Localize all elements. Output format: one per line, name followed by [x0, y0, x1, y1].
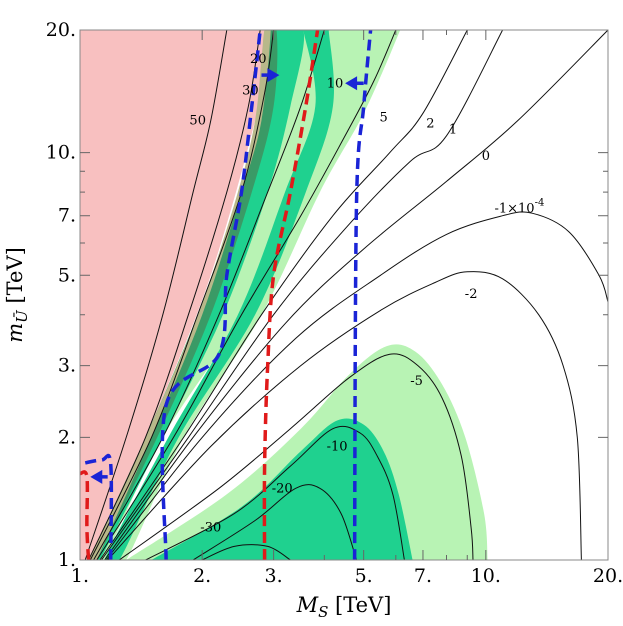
x-axis-title-unit: [TeV] — [328, 593, 391, 617]
contour-20 — [89, 30, 275, 560]
y-axis-title-main: m — [3, 323, 27, 343]
contour--5 — [119, 353, 474, 560]
contour-label: -1×10-4 — [494, 197, 544, 216]
contour-label: -20 — [272, 481, 293, 496]
contour-label-text: 30 — [242, 83, 259, 98]
arrow-left-upper — [345, 76, 364, 91]
contour-0 — [104, 30, 608, 560]
dashed-blue-3 — [352, 30, 373, 560]
contour-1 — [101, 30, 504, 560]
y-axis-title-unit: [TeV] — [3, 247, 27, 310]
contour-label: -30 — [200, 520, 221, 535]
dashed-blue-2 — [160, 30, 262, 560]
contour-30 — [88, 30, 261, 560]
contour-label: 0 — [482, 149, 490, 164]
dashed-red-1 — [80, 470, 91, 560]
x-tick-label: 3. — [265, 565, 283, 587]
contour-label-text: 50 — [189, 113, 206, 128]
x-axis-title: MS [TeV] — [296, 593, 392, 621]
x-axis-title-sub: S — [318, 603, 328, 621]
contour-label: 30 — [242, 83, 259, 98]
y-tick-label: 1. — [58, 549, 76, 571]
contour-label: 10 — [327, 76, 344, 91]
axis-ticks: 1. 2. 3. 5. 7. 10. 20. 1. 2. 3. 5. 7. 10. 20. — [46, 19, 623, 587]
x-tick-label: 1. — [71, 565, 89, 587]
arrow-right-upper — [261, 68, 280, 83]
contour-label-text: -1×10 — [494, 201, 534, 216]
y-tick-label: 20. — [46, 19, 76, 41]
x-tick-label: 5. — [355, 565, 373, 587]
contour-label: -10 — [327, 439, 348, 454]
dashed-blue-1 — [80, 453, 114, 560]
contour-label: 5 — [379, 110, 387, 125]
dashed-bounds — [80, 30, 373, 560]
y-tick-label: 7. — [58, 205, 76, 227]
contour--1e-4 — [105, 211, 608, 560]
contour-10 — [93, 30, 325, 560]
contour-lines — [84, 30, 608, 560]
contour-label: 1 — [449, 122, 457, 137]
arrow-left-lower-head — [90, 469, 103, 484]
contour-label: -2 — [465, 286, 478, 301]
x-tick-label: 2. — [193, 565, 211, 587]
shaded-regions — [80, 30, 488, 560]
contour-label-text: -30 — [200, 520, 221, 535]
contour-label-text: 0 — [482, 149, 490, 164]
x-tick-label: 7. — [414, 565, 432, 587]
region-green-upper — [88, 30, 305, 560]
contour--30 — [202, 544, 291, 560]
contour-label-text: 2 — [426, 116, 434, 131]
y-tick-label: 10. — [46, 142, 76, 164]
contour-label: -5 — [410, 374, 423, 389]
y-tick-label: 2. — [58, 426, 76, 448]
contour-label-exponent: -4 — [535, 197, 545, 208]
contour-label-text: 1 — [449, 122, 457, 137]
region-green-lower — [151, 418, 413, 560]
y-tick-label: 5. — [58, 264, 76, 286]
x-tick-label: 10. — [471, 565, 501, 587]
contour-label-text: 10 — [327, 76, 344, 91]
contour-label: 2 — [426, 116, 434, 131]
arrows — [90, 68, 364, 484]
contour-label-text: 5 — [379, 110, 387, 125]
contour-label-text: 20 — [250, 51, 267, 66]
contour-label-text: -2 — [465, 286, 478, 301]
dashed-red-2 — [262, 30, 320, 560]
arrow-left-lower — [90, 469, 108, 484]
contour-50 — [84, 30, 228, 560]
contour-label-text: -10 — [327, 439, 348, 454]
contour--2 — [107, 271, 582, 560]
contour-2 — [99, 30, 468, 560]
y-tick-label: 3. — [58, 355, 76, 377]
y-axis-title-sub: Ū — [13, 309, 31, 323]
contour-label-text: -5 — [410, 374, 423, 389]
arrow-right-upper-head — [267, 68, 280, 83]
contour--10 — [145, 425, 405, 560]
arrow-left-upper-head — [345, 76, 358, 91]
contour-label: 50 — [189, 113, 206, 128]
region-pink — [80, 30, 282, 560]
contour-label: 20 — [250, 51, 267, 66]
x-tick-label: 20. — [593, 565, 623, 587]
contour--20 — [192, 484, 357, 560]
y-axis-title: mŪ [TeV] — [3, 247, 31, 343]
plot-frame — [79, 29, 609, 561]
x-axis-title-main: M — [296, 593, 319, 617]
contour-label-text: -20 — [272, 481, 293, 496]
